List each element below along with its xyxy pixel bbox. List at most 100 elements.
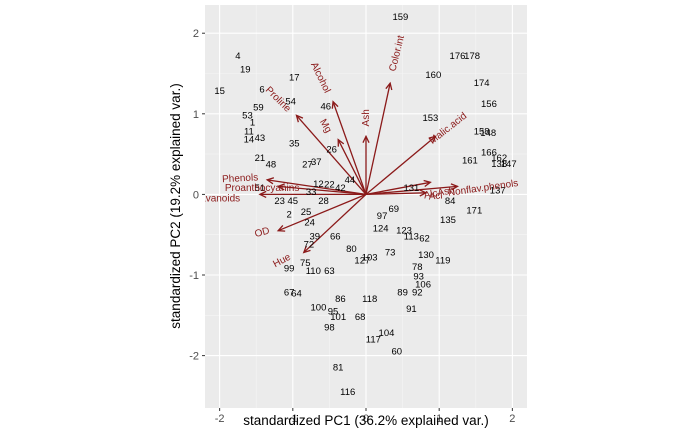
point-label: 4 (235, 51, 240, 62)
arrow-line (303, 193, 367, 253)
arrow-line (277, 193, 367, 232)
arrow-head (419, 189, 428, 197)
arrow-label: Acl (428, 190, 443, 202)
point-label: 84 (445, 196, 456, 207)
point-label: 25 (301, 207, 312, 218)
arrow-line (337, 139, 367, 195)
point-label: 43 (255, 133, 266, 144)
point-label: 101 (330, 312, 346, 323)
point-label: 1 (250, 118, 255, 129)
arrow-line (295, 114, 367, 195)
arrow-head (385, 81, 393, 91)
point-label: 86 (335, 294, 346, 305)
point-label: 97 (377, 211, 388, 222)
point-label: 176 (450, 51, 466, 62)
y-axis-title: standardized PC2 (19.2% explained var.) (168, 83, 183, 328)
point-label: 138 (491, 159, 507, 170)
point-label: 23 (274, 196, 285, 207)
point-label: 42 (335, 183, 346, 194)
point-label: 116 (340, 387, 355, 398)
arrow-head (428, 135, 437, 144)
point-label: 161 (462, 156, 478, 167)
arrow-label: AlcAsh (423, 185, 456, 201)
point-label: 37 (311, 157, 322, 168)
x-tick-label: 2 (509, 413, 515, 425)
point-label: 78 (412, 262, 423, 273)
arrow-label: OD (254, 226, 271, 241)
y-tick-label: -2 (189, 351, 199, 363)
point-label: 124 (373, 223, 389, 234)
point-label: 72 (304, 239, 315, 250)
point-label: 130 (418, 250, 434, 261)
y-tick-label: 1 (193, 109, 199, 121)
x-tick-label: 0 (363, 413, 369, 425)
point-label: 171 (466, 206, 482, 217)
arrow-head (423, 179, 432, 187)
y-tick-label: 2 (193, 28, 199, 40)
point-label: 67 (284, 288, 295, 299)
y-tick-label: -1 (189, 270, 199, 282)
point-label: 158 (474, 127, 490, 138)
arrow-head (331, 100, 339, 109)
point-label: 89 (397, 288, 408, 299)
point-label: 64 (291, 289, 302, 300)
point-label: 117 (366, 334, 381, 345)
point-label: 98 (324, 322, 335, 333)
point-label: 166 (481, 147, 497, 158)
arrow-label: Phenols (222, 172, 259, 185)
arrow-line (278, 185, 367, 196)
point-label: 45 (288, 196, 299, 207)
point-label: 92 (412, 288, 423, 299)
point-label: 19 (240, 64, 251, 75)
arrow-line (332, 101, 367, 195)
point-label: 91 (406, 304, 417, 315)
point-label: 17 (289, 73, 300, 84)
x-tick-label: -2 (215, 413, 225, 425)
arrow-head (295, 114, 304, 123)
point-label: 95 (328, 306, 339, 317)
point-label: 48 (266, 160, 277, 171)
point-label: 22 (324, 180, 335, 191)
point-label: 81 (333, 363, 344, 374)
point-label: 21 (255, 153, 266, 164)
point-label: 118 (362, 294, 377, 305)
point-label: 24 (304, 218, 315, 229)
point-label: 15 (214, 86, 225, 97)
point-label: 62 (419, 234, 430, 245)
point-label: 53 (242, 110, 253, 121)
point-label: 104 (379, 328, 395, 339)
x-tick-label: 1 (436, 413, 442, 425)
point-label: 127 (354, 256, 370, 267)
arrow-head (362, 134, 370, 143)
point-label: 14 (244, 135, 255, 146)
arrow-head (337, 138, 345, 147)
point-label: 93 (413, 272, 424, 283)
point-label: 51 (255, 183, 266, 194)
arrow-head (450, 183, 459, 191)
variable-arrows (258, 81, 459, 254)
point-label: 113 (404, 231, 419, 242)
point-label: 12 (313, 179, 324, 190)
arrow-head (276, 225, 286, 232)
point-label: 153 (422, 113, 438, 124)
arrow-label: Proanthocyanins (225, 183, 300, 194)
point-label: 159 (392, 12, 408, 23)
y-axis-ticks: -2 -1 0 1 2 (189, 28, 205, 363)
point-label: 2 (287, 210, 292, 221)
point-label: 27 (302, 160, 313, 171)
arrow-head (302, 245, 311, 254)
point-label: 46 (320, 102, 331, 113)
arrow-head (276, 183, 285, 191)
point-label: 156 (481, 99, 497, 110)
point-label: 73 (385, 247, 396, 258)
point-label: 100 (311, 302, 327, 313)
point-label: 135 (440, 215, 456, 226)
arrow-label: Ash (361, 109, 372, 126)
arrow-line (365, 185, 458, 196)
point-label: 26 (326, 144, 337, 155)
point-label: 148 (480, 128, 496, 139)
x-axis-title: standardized PC1 (36.2% explained var.) (243, 413, 488, 428)
point-label: 28 (318, 196, 329, 207)
arrow-head (265, 177, 275, 185)
